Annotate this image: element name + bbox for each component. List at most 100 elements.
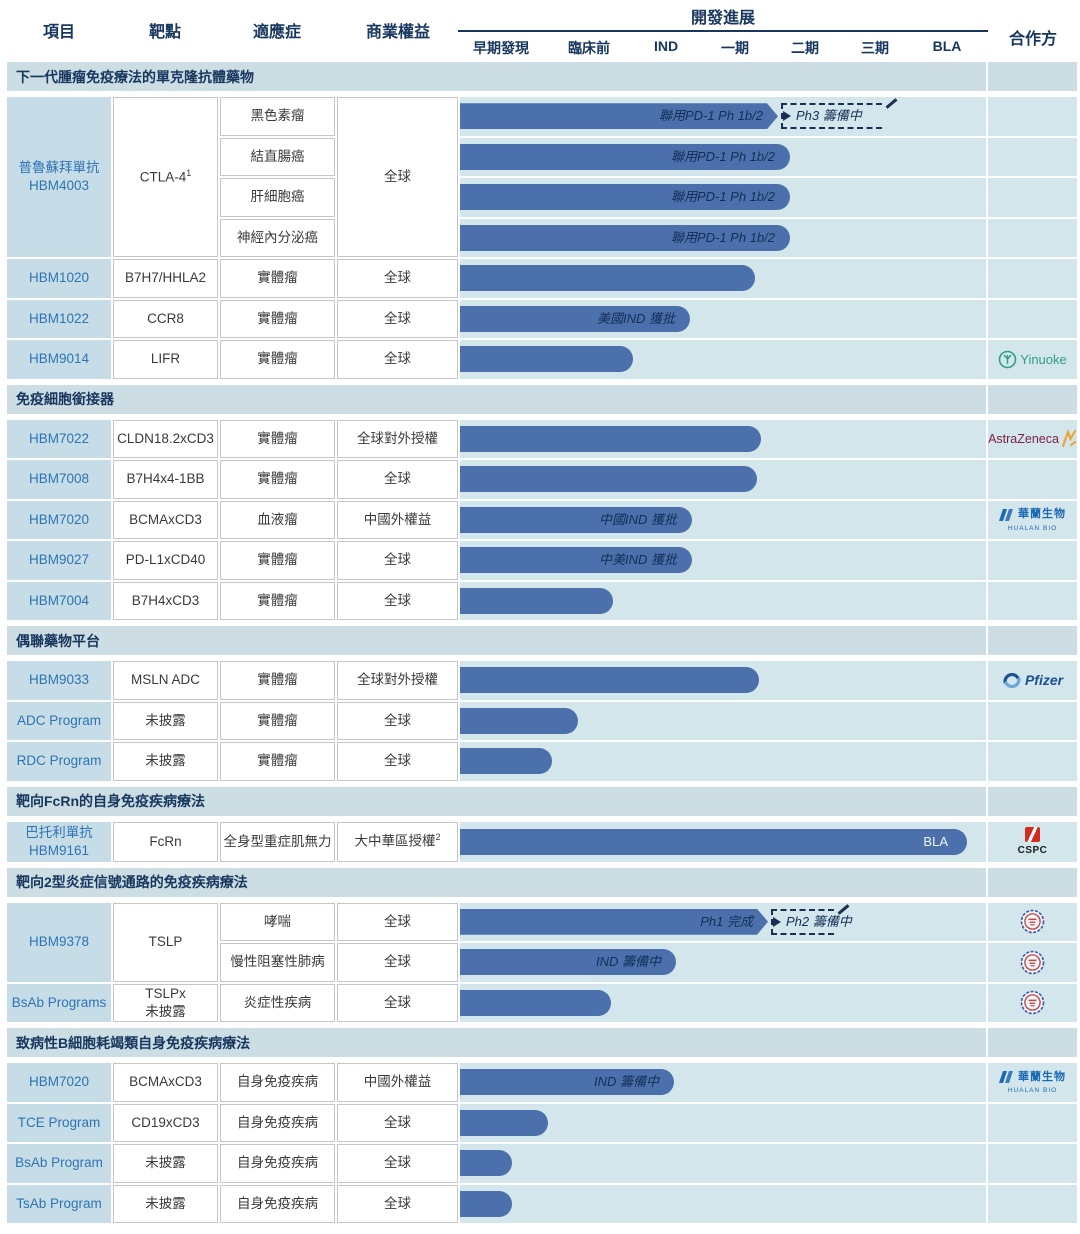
seal-icon	[1020, 909, 1045, 934]
gantt-track: IND 籌備中	[460, 1063, 986, 1102]
target-text: BCMAxCD3	[129, 511, 202, 527]
indication-cell: 實體瘤	[220, 340, 335, 379]
bar-label: 聯用PD-1 Ph 1b/2	[658, 108, 763, 124]
rights-cell: 全球	[337, 1144, 458, 1183]
project-cell: BsAb Program	[7, 1144, 111, 1183]
indication-cell: 哮喘	[220, 902, 335, 941]
progress-bar: 聯用PD-1 Ph 1b/2	[460, 224, 790, 251]
indication-cell: 慢性阻塞性肺病	[220, 943, 335, 982]
rights-cell: 全球	[337, 742, 458, 781]
section-header: 致病性B細胞耗竭類自身免疫疾病療法	[7, 1028, 986, 1057]
pipeline-section: 靶向FcRn的自身免疫疾病療法 巴托利單抗 HBM9161 FcRn 大中華區授權2 全身…	[7, 786, 1077, 862]
project-cell: HBM7020	[7, 1063, 111, 1102]
indication-cell: 實體瘤	[220, 419, 335, 458]
target-cell: LIFR	[113, 340, 218, 379]
rights-cell: 全球	[337, 1184, 458, 1223]
section-band-partner	[988, 786, 1077, 816]
col-header-partner: 合作方	[1008, 31, 1058, 48]
gantt-track: 中國IND 獲批	[460, 500, 986, 539]
target-text: 未披露	[145, 1155, 186, 1171]
partner-logo-seal	[1020, 990, 1045, 1015]
rights-text: 全球	[384, 994, 411, 1010]
gantt-track	[460, 701, 986, 740]
partner-label: Pfizer	[1024, 672, 1064, 689]
indication-text: 血液瘤	[257, 511, 298, 527]
project-name-line: 巴托利單抗	[25, 824, 93, 840]
partner-logo-hualan: 華蘭生物 HUALAN BIO	[999, 508, 1066, 533]
target-cell: 未披露	[113, 1184, 218, 1223]
rights-text: 中國外權益	[363, 511, 432, 527]
partner-cell: Yinuoke	[988, 340, 1077, 379]
progress-bar	[460, 989, 611, 1016]
target-cell: TSLPx 未披露	[113, 983, 218, 1022]
partner-cell	[988, 1103, 1077, 1142]
target-text: 未披露	[145, 1195, 186, 1211]
target-text: MSLN ADC	[130, 672, 201, 688]
rights-cell: 全球	[337, 983, 458, 1022]
rights-cell: 中國外權益	[337, 500, 458, 539]
target-cell: MSLN ADC	[113, 661, 218, 700]
bar-label: Ph1 完成	[700, 913, 753, 929]
rights-cell: 中國外權益	[337, 1063, 458, 1102]
rights-superscript: 2	[435, 832, 441, 843]
progress-bar: BLA	[460, 828, 967, 855]
section-band-partner	[988, 62, 1077, 91]
rights-cell: 大中華區授權2	[337, 821, 458, 862]
target-text: CTLA-41	[139, 167, 192, 185]
dashed-phase-box: Ph2 籌備中	[771, 908, 852, 935]
pipeline-section: 免疫細胞銜接器 HBM7022 CLDN18.2xCD3 全球對外授權 實體瘤 Astra…	[7, 384, 1077, 620]
project-cell: HBM9378	[7, 902, 111, 982]
target-cell: B7H4xCD3	[113, 581, 218, 620]
indication-text: 神經內分泌癌	[237, 229, 318, 245]
partner-logo-seal	[1020, 950, 1045, 975]
indication-cell: 實體瘤	[220, 701, 335, 740]
rights-cell: 全球對外授權	[337, 419, 458, 458]
indication-cell: 自身免疫疾病	[220, 1063, 335, 1102]
hualan-mark-row: 華蘭生物	[999, 1070, 1066, 1084]
project-name-line: HBM1020	[28, 270, 90, 286]
cspc-icon	[1024, 827, 1040, 842]
target-cell: FcRn	[113, 821, 218, 862]
target-cell: 未披露	[113, 701, 218, 740]
indication-text: 實體瘤	[257, 672, 298, 688]
project-name-line: BsAb Programs	[11, 994, 107, 1010]
indication-text: 實體瘤	[257, 592, 298, 608]
target-cell: CD19xCD3	[113, 1103, 218, 1142]
gantt-track: IND 籌備中	[460, 943, 986, 982]
section-header: 下一代腫瘤免疫療法的單克隆抗體藥物	[7, 62, 986, 91]
target-text: B7H4xCD3	[131, 592, 200, 608]
indication-cell: 實體瘤	[220, 460, 335, 499]
section-grid: HBM9378 TSLP 哮喘 全球 Ph1 完成 Ph2 籌備中 慢性阻塞性肺病 全球 IND…	[7, 902, 1077, 1022]
project-name-line: HBM7008	[28, 471, 90, 487]
target-text: TSLP	[148, 934, 183, 950]
progress-bar: 聯用PD-1 Ph 1b/2	[460, 103, 778, 129]
partner-logo-cspc: CSPC	[1018, 827, 1048, 856]
gantt-track: Ph1 完成 Ph2 籌備中	[460, 902, 986, 941]
rights-cell: 全球對外授權	[337, 661, 458, 700]
rights-text: 全球	[384, 310, 411, 326]
target-text: CCR8	[147, 310, 184, 326]
pfizer-icon	[1003, 673, 1021, 689]
project-name-line: TCE Program	[17, 1114, 101, 1130]
project-cell: HBM9014	[7, 340, 111, 379]
indication-cell: 實體瘤	[220, 581, 335, 620]
rights-text: 中國外權益	[363, 1074, 432, 1090]
target-cell: 未披露	[113, 1144, 218, 1183]
indication-text: 自身免疫疾病	[237, 1195, 318, 1211]
progress-bar	[460, 425, 761, 452]
project-cell: HBM1022	[7, 299, 111, 338]
indication-cell: 自身免疫疾病	[220, 1184, 335, 1223]
rights-cell: 全球	[337, 460, 458, 499]
project-name-line: RDC Program	[16, 753, 102, 769]
project-cell: HBM7004	[7, 581, 111, 620]
project-cell: RDC Program	[7, 742, 111, 781]
hualan-icon	[999, 1071, 1013, 1083]
rights-text: 全球	[384, 712, 411, 728]
section-grid: 巴托利單抗 HBM9161 FcRn 大中華區授權2 全身型重症肌無力 BLA CSPC	[7, 821, 1077, 862]
project-name-line: 普魯蘇拜單抗	[18, 160, 100, 176]
target-cell: CLDN18.2xCD3	[113, 419, 218, 458]
bar-label: BLA	[923, 833, 948, 849]
rights-text: 大中華區授權2	[354, 832, 441, 849]
indication-text: 結直腸癌	[250, 148, 305, 164]
gantt-track	[460, 661, 986, 700]
